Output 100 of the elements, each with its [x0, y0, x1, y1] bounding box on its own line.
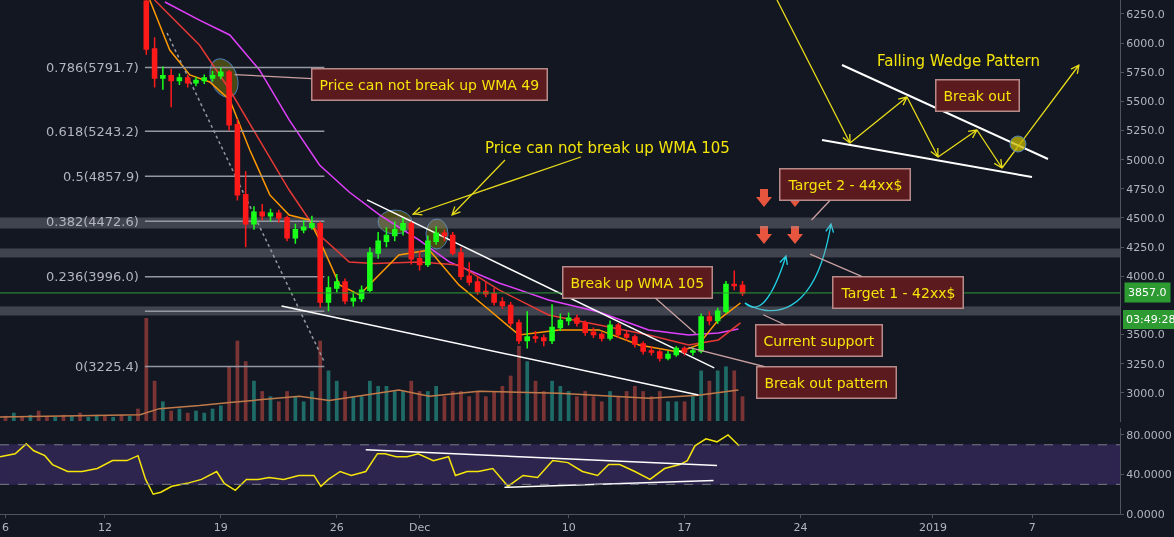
x-tick-label: 2019 — [918, 521, 947, 535]
x-tick-label: 26 — [329, 521, 344, 535]
x-tick-label: 10 — [561, 521, 576, 535]
y-tick-label: 3500.0 — [1126, 328, 1165, 342]
bar — [550, 380, 554, 421]
bar — [657, 391, 662, 421]
bar — [218, 405, 223, 421]
candlestick — [209, 70, 216, 83]
candlestick — [292, 223, 299, 245]
candlestick — [234, 118, 241, 202]
bar — [260, 391, 265, 421]
bar — [699, 370, 703, 421]
candlestick — [201, 73, 208, 85]
candlestick — [598, 331, 605, 343]
bar — [127, 415, 132, 421]
bar — [111, 416, 116, 421]
candlestick — [524, 310, 530, 350]
bar — [185, 412, 190, 421]
bar — [583, 391, 588, 421]
candlestick — [383, 226, 390, 248]
candlestick — [350, 290, 357, 308]
bar — [103, 415, 107, 421]
series-label: 0.382(4472.6) — [46, 214, 139, 229]
candlestick — [176, 72, 183, 86]
candlestick — [441, 228, 448, 243]
bar — [401, 391, 405, 421]
x-tick-label: 24 — [793, 521, 808, 535]
bar — [732, 370, 737, 421]
bar — [467, 396, 472, 421]
y-tick-label: 5500.0 — [1126, 95, 1165, 109]
y-tick-label: 6000.0 — [1126, 36, 1165, 50]
y-tick-label: 4250.0 — [1126, 240, 1165, 254]
candlestick — [226, 69, 232, 132]
annotation: Price can not break up WMA 49 — [319, 76, 540, 93]
candlestick — [408, 220, 415, 266]
candlestick — [731, 269, 738, 292]
candlestick — [375, 231, 381, 260]
candlestick — [706, 310, 713, 326]
candlestick — [690, 346, 696, 357]
candlestick — [168, 68, 174, 108]
candlestick — [458, 246, 464, 281]
series-label: 0.5(4857.9) — [63, 169, 140, 184]
bar — [674, 401, 679, 421]
candlestick — [160, 65, 166, 91]
bar — [641, 391, 646, 421]
bar — [161, 401, 165, 421]
candlestick — [333, 273, 340, 294]
candlestick — [532, 330, 539, 344]
candlestick — [499, 296, 506, 310]
candlestick — [193, 76, 199, 88]
annotation: Current support — [763, 332, 875, 349]
bar — [715, 370, 720, 421]
candlestick — [400, 217, 406, 237]
bar — [525, 361, 530, 421]
bar — [144, 318, 149, 421]
candlestick — [367, 246, 373, 294]
y-tick-label: 4000.0 — [1126, 270, 1165, 284]
candlestick — [516, 318, 522, 345]
bar — [450, 391, 455, 421]
series-label: 0.236(3996.0) — [46, 269, 139, 284]
bar — [293, 396, 298, 421]
y-tick-label: 80.0000 — [1126, 428, 1172, 442]
annotation: Price can not break up WMA 105 — [485, 139, 730, 157]
bar — [633, 385, 637, 421]
bar — [86, 416, 91, 421]
bar — [334, 380, 339, 421]
annotation: Target 2 - 44xx$ — [787, 176, 903, 193]
candlestick — [665, 350, 671, 361]
annotation: Target 1 - 42xx$ — [840, 284, 956, 301]
candlestick — [474, 275, 481, 296]
bar — [492, 391, 496, 421]
bar — [608, 391, 612, 421]
annotation: Break up WMA 105 — [570, 274, 705, 291]
candlestick — [681, 345, 688, 357]
candlestick — [218, 66, 224, 81]
candlestick — [259, 203, 266, 222]
candlestick — [615, 322, 622, 339]
annotation: Break out — [943, 87, 1012, 104]
x-tick-label: 17 — [677, 521, 692, 535]
candlestick — [342, 277, 348, 306]
candlestick — [656, 348, 663, 363]
candlestick — [242, 170, 249, 248]
x-tick-label: Dec — [408, 521, 431, 535]
candlestick — [640, 340, 646, 356]
series-label: 0.618(5243.2) — [46, 124, 139, 139]
ref-line-label: 3857.0 — [1128, 286, 1167, 299]
bar — [425, 391, 430, 421]
bar — [409, 380, 414, 421]
bar — [616, 396, 621, 421]
candlestick — [143, 0, 150, 56]
candlestick — [309, 214, 315, 231]
series-label: 0(3225.4) — [75, 359, 139, 374]
bar — [318, 340, 323, 421]
bar — [310, 391, 314, 421]
candlestick — [317, 220, 323, 309]
bar — [301, 401, 306, 421]
bar — [351, 396, 356, 421]
y-tick-label: 0.0000 — [1126, 507, 1165, 521]
y-tick-label: 5250.0 — [1126, 124, 1165, 138]
candlestick — [582, 319, 588, 337]
